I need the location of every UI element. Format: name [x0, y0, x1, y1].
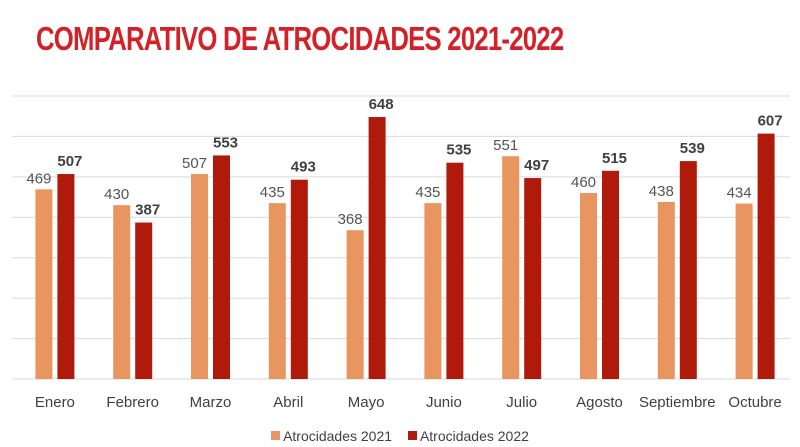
data-label-2022: 493 — [291, 159, 316, 176]
data-label-2021: 368 — [338, 211, 363, 228]
data-label-2022: 515 — [602, 150, 627, 167]
bar-2022 — [602, 170, 619, 379]
x-tick-label: Enero — [35, 394, 75, 411]
x-tick-label: Julio — [506, 394, 537, 411]
bar-2021 — [424, 203, 442, 379]
bar-2021 — [346, 230, 364, 379]
legend: Atrocidades 2021 Atrocidades 2022 — [0, 427, 800, 444]
chart-title: COMPARATIVO DE ATROCIDADES 2021-2022 — [36, 20, 564, 57]
x-tick-label: Marzo — [190, 394, 232, 411]
bar-2021 — [657, 201, 675, 379]
bar-2022 — [57, 174, 75, 379]
data-label-2021: 507 — [182, 155, 207, 172]
data-label-2022: 535 — [446, 142, 471, 159]
data-label-2022: 507 — [57, 153, 82, 170]
legend-swatch-2022 — [407, 431, 417, 440]
bar-2022 — [757, 133, 775, 379]
data-label-2021: 551 — [493, 137, 518, 154]
data-label-2021: 434 — [727, 185, 752, 202]
bar-2021 — [113, 205, 131, 379]
bar-2021 — [35, 189, 53, 379]
data-label-2022: 387 — [135, 202, 160, 219]
bar-2022 — [213, 155, 230, 379]
data-label-2021: 435 — [260, 184, 285, 201]
bar-2021 — [735, 203, 753, 379]
x-tick-label: Mayo — [348, 394, 385, 411]
legend-label-2022: Atrocidades 2022 — [419, 427, 529, 444]
x-tick-label: Octubre — [728, 394, 781, 411]
data-label-2021: 460 — [571, 174, 596, 191]
bar-2022 — [290, 179, 308, 379]
bar-2021 — [580, 193, 597, 379]
bar-2022 — [135, 222, 153, 379]
data-label-2022: 607 — [758, 113, 783, 130]
bar-2021 — [268, 203, 286, 379]
data-label-2021: 469 — [26, 170, 51, 187]
bar-2021 — [191, 174, 208, 379]
data-label-2022: 648 — [369, 96, 394, 113]
data-labels: 469 507 430 387 507 553 435 493 368 648 435 535 551 4… — [26, 96, 782, 228]
data-label-2021: 438 — [649, 183, 674, 200]
legend-label-2021: Atrocidades 2021 — [283, 427, 393, 444]
data-label-2021: 435 — [415, 184, 440, 201]
legend-swatch-2021 — [271, 431, 281, 440]
x-tick-label: Abril — [273, 394, 303, 411]
bars — [35, 117, 775, 379]
bar-2022 — [524, 178, 542, 379]
data-label-2022: 553 — [213, 134, 238, 151]
bar-2022 — [679, 161, 697, 379]
x-tick-label: Agosto — [576, 394, 623, 411]
bar-2022 — [368, 117, 386, 379]
data-label-2021: 430 — [104, 186, 129, 203]
x-tick-label: Septiembre — [639, 394, 716, 411]
x-axis-ticks: Enero Febrero Marzo Abril Mayo Junio Julio Agos… — [35, 394, 782, 411]
data-label-2022: 497 — [524, 157, 549, 174]
data-label-2022: 539 — [680, 140, 705, 157]
bar-2022 — [446, 162, 464, 379]
legend-item-2022: Atrocidades 2022 — [407, 427, 529, 444]
legend-item-2021: Atrocidades 2021 — [271, 428, 392, 444]
x-tick-label: Febrero — [106, 394, 159, 411]
x-tick-label: Junio — [426, 394, 462, 411]
bar-2021 — [502, 156, 520, 379]
